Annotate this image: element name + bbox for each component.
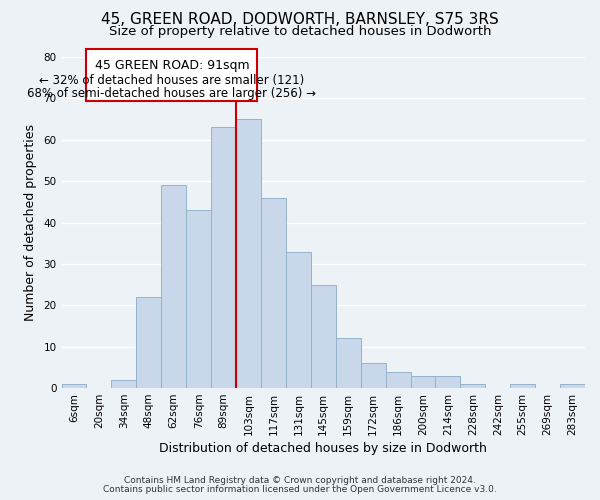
Y-axis label: Number of detached properties: Number of detached properties — [23, 124, 37, 321]
Bar — [510, 384, 535, 388]
Text: Contains public sector information licensed under the Open Government Licence v3: Contains public sector information licen… — [103, 485, 497, 494]
Bar — [336, 338, 361, 388]
Bar — [112, 380, 136, 388]
Text: 68% of semi-detached houses are larger (256) →: 68% of semi-detached houses are larger (… — [28, 87, 316, 100]
Text: 45, GREEN ROAD, DODWORTH, BARNSLEY, S75 3RS: 45, GREEN ROAD, DODWORTH, BARNSLEY, S75 … — [101, 12, 499, 28]
FancyBboxPatch shape — [86, 49, 257, 100]
Bar — [560, 384, 585, 388]
Bar — [62, 384, 86, 388]
Text: Contains HM Land Registry data © Crown copyright and database right 2024.: Contains HM Land Registry data © Crown c… — [124, 476, 476, 485]
Bar — [361, 363, 386, 388]
Bar — [186, 210, 211, 388]
Text: Size of property relative to detached houses in Dodworth: Size of property relative to detached ho… — [109, 25, 491, 38]
Bar — [436, 376, 460, 388]
Bar — [236, 119, 261, 388]
Text: ← 32% of detached houses are smaller (121): ← 32% of detached houses are smaller (12… — [39, 74, 304, 86]
Bar — [460, 384, 485, 388]
Bar — [136, 297, 161, 388]
Bar — [386, 372, 410, 388]
Bar — [410, 376, 436, 388]
Bar — [261, 198, 286, 388]
X-axis label: Distribution of detached houses by size in Dodworth: Distribution of detached houses by size … — [160, 442, 487, 455]
Bar — [286, 252, 311, 388]
Bar — [161, 186, 186, 388]
Text: 45 GREEN ROAD: 91sqm: 45 GREEN ROAD: 91sqm — [95, 59, 249, 72]
Bar — [211, 128, 236, 388]
Bar — [311, 284, 336, 388]
